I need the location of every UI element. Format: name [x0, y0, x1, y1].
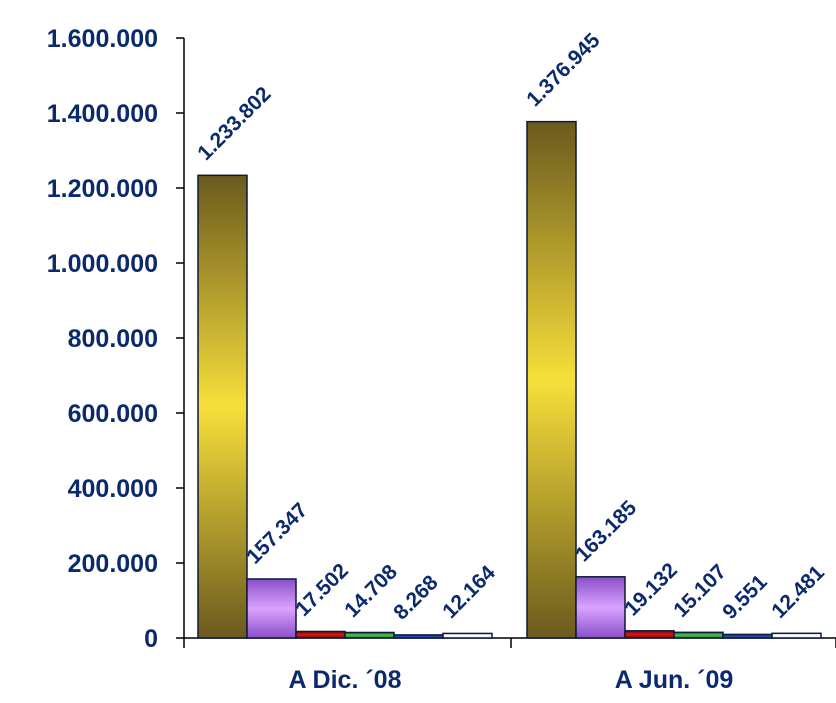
data-label: 17.502	[291, 559, 353, 621]
bar	[393, 634, 444, 639]
bar	[673, 631, 724, 639]
data-labels: 1.233.802157.34717.50214.7088.26812.1641…	[193, 29, 829, 625]
y-tick-label: 0	[144, 625, 158, 653]
bars	[197, 120, 822, 639]
bar	[722, 633, 773, 639]
bar	[771, 632, 822, 639]
y-tick-label: 1.200.000	[47, 175, 158, 203]
bar	[624, 630, 675, 639]
x-category-label: A Jun. ´09	[615, 666, 734, 694]
y-tick-label: 200.000	[68, 550, 158, 578]
data-label: 12.164	[438, 561, 500, 623]
bar	[295, 630, 346, 639]
bar	[526, 120, 577, 639]
bar	[344, 631, 395, 639]
y-tick-label: 800.000	[68, 325, 158, 353]
bar	[575, 576, 626, 639]
data-label: 163.185	[571, 496, 641, 566]
data-label: 157.347	[242, 499, 312, 569]
data-label: 1.233.802	[193, 83, 275, 165]
bar	[246, 578, 297, 639]
bar	[442, 632, 493, 639]
data-label: 1.376.945	[522, 29, 605, 112]
y-tick-label: 1.000.000	[47, 250, 158, 278]
y-tick-label: 600.000	[68, 400, 158, 428]
data-label: 19.132	[620, 559, 682, 621]
x-category-label: A Dic. ´08	[288, 666, 401, 694]
y-tick-label: 400.000	[68, 475, 158, 503]
bar	[197, 174, 248, 639]
y-tick-label: 1.400.000	[47, 100, 158, 128]
axes: 0 200.000 400.000 600.000 800.000 1.000.000 1.…	[47, 25, 836, 694]
data-label: 15.107	[669, 560, 731, 622]
data-label: 12.481	[767, 561, 829, 623]
y-tick-label: 1.600.000	[47, 25, 158, 53]
